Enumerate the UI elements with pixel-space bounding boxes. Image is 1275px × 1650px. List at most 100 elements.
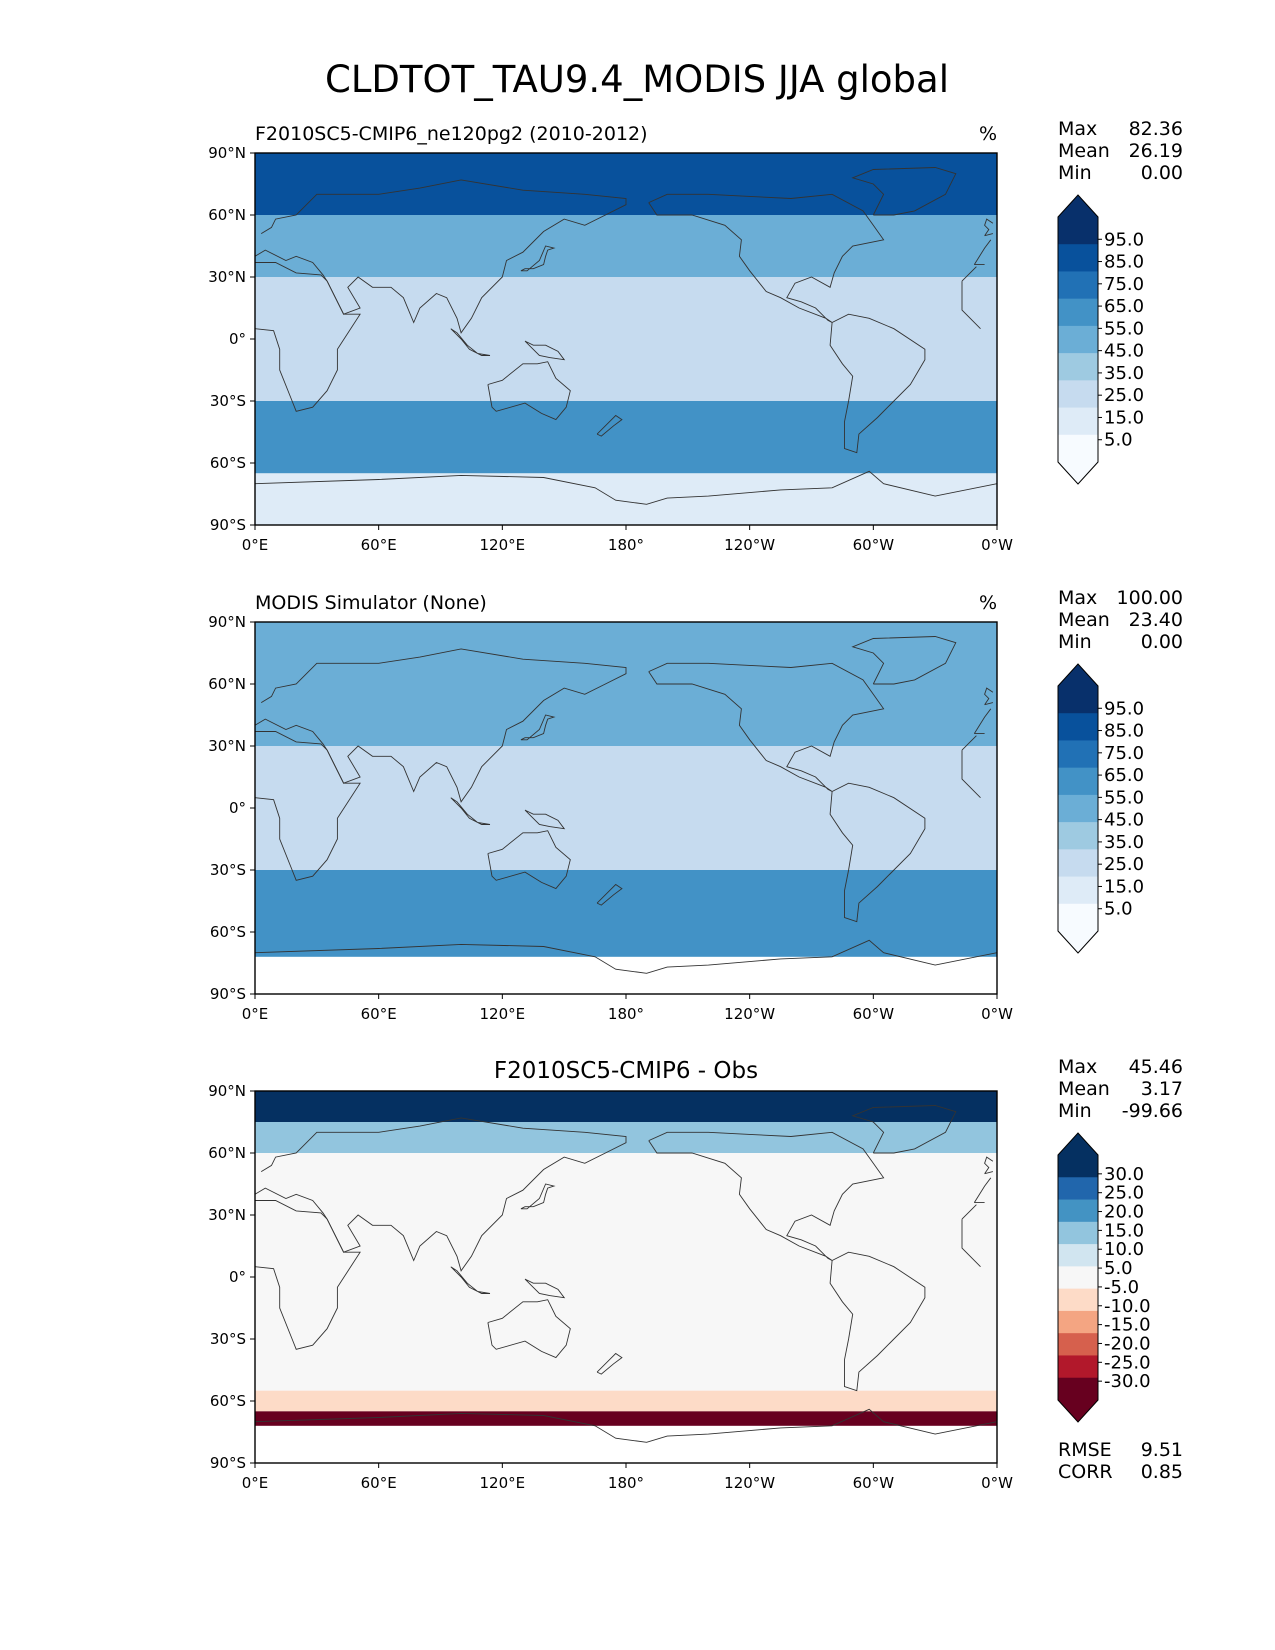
stat-value-mean: 23.40	[1129, 609, 1183, 631]
zonal-band-0	[255, 1091, 997, 1122]
panel-title: F2010SC5-CMIP6 - Obs	[494, 1058, 758, 1084]
colorbar: 95.085.075.065.055.045.035.025.015.05.0	[1057, 194, 1144, 485]
stat-value-mean: 26.19	[1129, 140, 1183, 162]
coastline-3	[648, 193, 885, 323]
colorbar-segment	[1058, 1288, 1098, 1312]
x-tick-label: 120°E	[480, 536, 526, 554]
x-tick-label: 120°W	[724, 1005, 775, 1023]
colorbar-segment	[1058, 1355, 1098, 1379]
colorbar-segment	[1058, 271, 1098, 300]
x-axis: 0°E 60°E 120°E 180° 120°W 60°W 0°W	[242, 1463, 1013, 1492]
y-tick-label: 0°	[229, 1268, 246, 1286]
zonal-band-1	[255, 684, 997, 746]
colorbar-segment	[1058, 1155, 1098, 1178]
colorbar-label: 5.0	[1104, 899, 1133, 920]
panel-title: MODIS Simulator (None)	[255, 592, 487, 614]
colorbar: 95.085.075.065.055.045.035.025.015.05.0	[1057, 663, 1144, 954]
colorbar-segment	[1058, 244, 1098, 272]
coastline-4	[829, 782, 926, 923]
panel-title: F2010SC5-CMIP6_ne120pg2 (2010-2012)	[255, 123, 648, 145]
colorbar-label: 45.0	[1104, 341, 1144, 362]
x-tick-label: 60°W	[853, 1474, 895, 1492]
colorbar-label: 35.0	[1104, 832, 1144, 853]
zonal-band-3	[255, 1215, 997, 1391]
x-tick-label: 60°W	[853, 1005, 895, 1023]
zonal-band-2	[255, 277, 997, 339]
zonal-band-2	[255, 746, 997, 808]
coastline-7	[596, 883, 623, 906]
zonal-band-5	[255, 1411, 997, 1426]
zonal-band-3	[255, 808, 997, 870]
y-tick-label: 0°	[229, 799, 246, 817]
colorbar-label: 55.0	[1104, 318, 1144, 339]
colorbar-segment	[1058, 434, 1098, 463]
stat-label-min: Min	[1058, 631, 1092, 653]
colorbar-segment	[1058, 1199, 1098, 1223]
colorbar-segment	[1058, 1377, 1098, 1401]
colorbar-label: 25.0	[1104, 854, 1144, 875]
colorbar-label: 15.0	[1104, 1220, 1144, 1241]
y-axis: 90°N 60°N 30°N 0° 30°S 60°S 90°S	[208, 613, 255, 1003]
stats-block: Max 100.00 Mean 23.40 Min 0.00	[1058, 587, 1183, 653]
map-area: 0°E 60°E 120°E 180° 120°W 60°W 0°W 90°N 60°N 30°…	[208, 613, 1013, 1023]
y-tick-label: 60°N	[208, 675, 246, 693]
data-bands	[255, 622, 997, 994]
x-tick-label: 180°	[608, 1005, 644, 1023]
colorbar-label: 45.0	[1104, 810, 1144, 831]
colorbar-segment	[1058, 380, 1098, 409]
colorbar-segment	[1058, 1244, 1098, 1267]
colorbar-extend-top	[1058, 1133, 1098, 1155]
metric-value-rmse: 9.51	[1141, 1439, 1183, 1461]
x-tick-label: 180°	[608, 1474, 644, 1492]
x-axis: 0°E 60°E 120°E 180° 120°W 60°W 0°W	[242, 525, 1013, 554]
stat-label-max: Max	[1058, 587, 1097, 609]
y-tick-label: 30°S	[210, 1330, 246, 1348]
colorbar-label: 15.0	[1104, 876, 1144, 897]
metric-value-corr: 0.85	[1141, 1461, 1183, 1483]
colorbar-label: 10.0	[1104, 1239, 1144, 1260]
coastline-6	[255, 939, 997, 974]
colorbar-label: -20.0	[1104, 1333, 1151, 1354]
colorbar-extend-bottom	[1058, 931, 1098, 953]
metric-label-rmse: RMSE	[1058, 1439, 1112, 1461]
x-tick-label: 0°E	[242, 536, 269, 554]
colorbar-segment	[1058, 1177, 1098, 1201]
y-tick-label: 90°S	[210, 985, 246, 1003]
x-tick-label: 0°E	[242, 1005, 269, 1023]
colorbar-segment	[1058, 1310, 1098, 1334]
x-tick-label: 120°E	[480, 1005, 526, 1023]
colorbar-label: 75.0	[1104, 743, 1144, 764]
panel-diff: F2010SC5-CMIP6 - Obs Max 45.46 Mean 3.17…	[208, 1056, 1183, 1492]
colorbar-segment	[1058, 794, 1098, 823]
colorbar-extend-bottom	[1058, 462, 1098, 484]
y-tick-label: 90°N	[208, 613, 246, 631]
coastline-4	[829, 1251, 926, 1392]
colorbar-outline	[1057, 194, 1099, 485]
y-tick-label: 60°S	[210, 454, 246, 472]
x-tick-label: 60°E	[361, 1005, 397, 1023]
coastline-10	[524, 340, 566, 361]
coastline-7	[596, 414, 623, 437]
colorbar-label: 75.0	[1104, 274, 1144, 295]
stat-label-min: Min	[1058, 1100, 1092, 1122]
colorbar-label: -5.0	[1104, 1277, 1139, 1298]
metric-label-corr: CORR	[1058, 1461, 1113, 1483]
coastline-9	[450, 328, 491, 356]
stat-value-mean: 3.17	[1141, 1078, 1183, 1100]
coastline-2	[487, 361, 571, 421]
colorbar-segment	[1058, 1333, 1098, 1356]
data-bands	[255, 153, 997, 525]
y-tick-label: 30°N	[208, 268, 246, 286]
colorbar-segment	[1058, 849, 1098, 878]
zonal-band-5	[255, 473, 997, 525]
coastlines	[255, 167, 997, 505]
colorbar-label: -15.0	[1104, 1315, 1151, 1336]
colorbar-label: 95.0	[1104, 698, 1144, 719]
colorbar-label: 65.0	[1104, 296, 1144, 317]
y-tick-label: 60°N	[208, 206, 246, 224]
colorbar-extend-top	[1058, 195, 1098, 217]
coastline-2	[487, 830, 571, 890]
colorbar-label: 15.0	[1104, 407, 1144, 428]
coastline-1	[255, 262, 981, 412]
coastline-5	[851, 636, 957, 685]
